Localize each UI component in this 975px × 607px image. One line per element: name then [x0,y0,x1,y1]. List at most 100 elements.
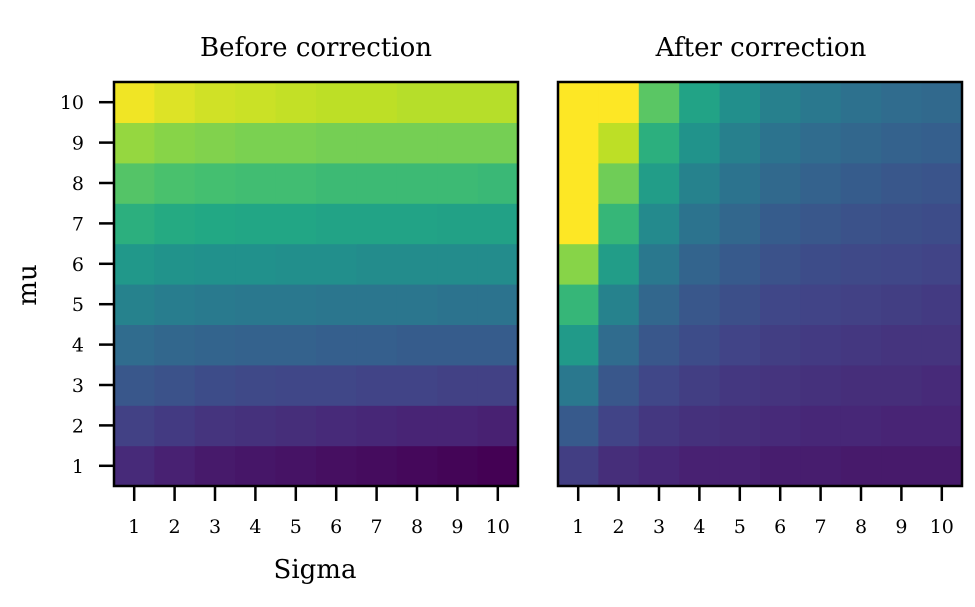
left-heatmap-cell [154,82,196,123]
left-plot-frame [112,80,520,488]
left-heatmap-cell [437,284,479,325]
left-y-tick-label: 5 [72,294,84,316]
left-heatmap-cell [114,284,155,325]
left-heatmap-cell [396,445,438,487]
right-heatmap-cell [679,162,721,204]
left-heatmap-cell [437,324,479,366]
right-heatmap-cell [760,324,801,366]
left-heatmap-cell [275,364,317,406]
left-heatmap-cell [396,324,438,366]
left-heatmap-cell [437,243,479,285]
right-heatmap-cell [760,82,801,123]
right-heatmap-cell [679,445,721,487]
left-heatmap-cell [356,122,398,164]
left-heatmap-cell [396,82,438,123]
right-heatmap-cell [800,82,842,123]
left-y-tick-label: 10 [60,92,84,114]
right-heatmap-cell [840,243,882,285]
right-heatmap-cell [800,122,842,164]
left-y-tick-label: 7 [72,213,84,235]
left-heatmap-cell [477,243,519,285]
right-x-tick-label: 4 [693,516,705,538]
left-heatmap-cell [275,405,317,447]
left-x-tick-label: 9 [451,516,463,538]
left-heatmap-cell [114,405,155,447]
left-x-tick-label: 4 [249,516,261,538]
right-heatmap-cell [921,162,963,204]
left-heatmap-cell [154,203,196,245]
right-heatmap-cell [840,203,882,245]
right-heatmap-cell [679,82,721,123]
right-heatmap-cell [840,122,882,164]
left-heatmap-cell [154,324,196,366]
left-heatmap-cell [316,405,357,447]
left-x-tick-label: 6 [330,516,342,538]
right-heatmap-cell [598,203,640,245]
right-heatmap-cell [598,162,640,204]
right-heatmap-cell [800,445,842,487]
right-heatmap-cell [638,243,680,285]
left-y-tick-label: 4 [72,335,84,357]
right-heatmap-cell [921,364,963,406]
right-heatmap-cell [638,122,680,164]
left-heatmap-cell [235,162,277,204]
left-heatmap-cell [316,243,357,285]
left-heatmap-cell [114,364,155,406]
right-heatmap-cell [881,203,923,245]
right-x-tick-label: 2 [613,516,625,538]
right-heatmap-cell [760,364,801,406]
left-heatmap-cell [154,284,196,325]
left-x-tick-label: 1 [128,516,140,538]
right-heatmap-cell [840,445,882,487]
left-heatmap-cell [275,243,317,285]
left-heatmap-cell [235,364,277,406]
left-heatmap-cell [437,445,479,487]
right-heatmap-cell [921,284,963,325]
left-heatmap-cell [235,445,277,487]
left-heatmap-cell [437,122,479,164]
left-heatmap-cell [275,203,317,245]
left-heatmap-cell [396,203,438,245]
right-heatmap-cell [638,445,680,487]
right-heatmap-cell [679,122,721,164]
right-heatmap-cell [840,82,882,123]
left-heatmap-cell [154,122,196,164]
left-heatmap-cell [437,405,479,447]
right-heatmap-cell [638,82,680,123]
right-heatmap-cell [881,162,923,204]
left-heatmap-cell [194,122,236,164]
left-heatmap-cell [114,122,155,164]
left-heatmap-cell [114,324,155,366]
right-x-tick-label: 1 [572,516,584,538]
left-x-tick-label: 3 [209,516,221,538]
right-heatmap-cell [598,445,640,487]
right-heatmap-cell [638,284,680,325]
left-x-tick-label: 2 [169,516,181,538]
left-y-tick-label: 3 [72,375,84,397]
right-heatmap-cell [679,243,721,285]
left-heatmap-cell [194,364,236,406]
right-heatmap-cell [881,324,923,366]
left-y-tick-label: 9 [72,133,84,155]
left-x-tick-label: 10 [486,516,510,538]
right-x-tick-label: 6 [774,516,786,538]
left-heatmap-cell [316,122,357,164]
left-heatmap-cell [356,82,398,123]
left-heatmap-cell [316,364,357,406]
right-heatmap-cell [558,445,599,487]
right-heatmap-cell [800,405,842,447]
y-axis-label: mu [13,264,43,305]
left-heatmap-cell [316,284,357,325]
left-heatmap-cell [154,243,196,285]
left-heatmap-panel: 1 2 3 4 5 6 7 8 9 10 1 2 3 4 5 6 7 8 9 10 [60,80,520,538]
right-heatmap-cell [760,405,801,447]
left-heatmap-cell [437,203,479,245]
right-heatmap-cell [800,364,842,406]
right-heatmap-cell [840,324,882,366]
right-heatmap-cell [921,405,963,447]
right-heatmap-cell [881,405,923,447]
left-heatmap-cell [114,82,155,123]
right-heatmap-cell [800,324,842,366]
right-heatmap-cell [558,243,599,285]
